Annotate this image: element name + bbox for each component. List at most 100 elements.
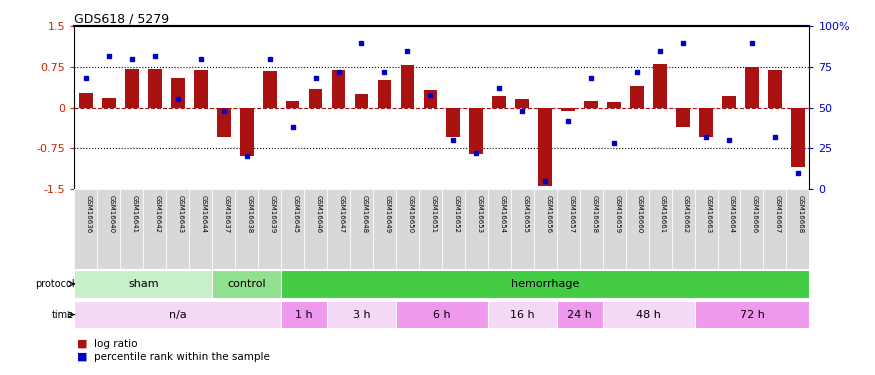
Bar — [740, 189, 763, 268]
Text: GSM16667: GSM16667 — [775, 195, 780, 234]
Text: GSM16644: GSM16644 — [200, 195, 206, 233]
Text: GSM16651: GSM16651 — [430, 195, 437, 234]
Text: GSM16648: GSM16648 — [361, 195, 368, 234]
Text: GSM16658: GSM16658 — [592, 195, 597, 234]
Bar — [603, 301, 695, 328]
Bar — [538, 108, 552, 186]
Bar — [309, 88, 323, 108]
Text: GSM16649: GSM16649 — [384, 195, 390, 234]
Bar — [630, 86, 644, 108]
Bar — [626, 189, 648, 268]
Bar — [648, 189, 672, 268]
Text: sham: sham — [128, 279, 158, 289]
Bar — [746, 67, 759, 108]
Bar — [171, 78, 185, 108]
Text: GSM16643: GSM16643 — [178, 195, 184, 234]
Text: GSM16652: GSM16652 — [453, 195, 459, 233]
Text: 72 h: 72 h — [739, 310, 765, 320]
Text: GSM16660: GSM16660 — [637, 195, 643, 234]
Bar — [378, 81, 391, 108]
Text: GSM16653: GSM16653 — [476, 195, 482, 234]
Bar — [194, 70, 207, 108]
Bar — [350, 189, 373, 268]
Bar — [695, 189, 717, 268]
Bar — [79, 93, 93, 108]
Bar — [396, 189, 419, 268]
Bar — [354, 94, 368, 108]
Text: GSM16659: GSM16659 — [614, 195, 620, 234]
Bar — [74, 270, 213, 298]
Bar — [556, 301, 603, 328]
Text: GSM16640: GSM16640 — [108, 195, 115, 234]
Bar — [327, 301, 396, 328]
Bar — [465, 189, 488, 268]
Text: 16 h: 16 h — [510, 310, 535, 320]
Bar — [373, 189, 396, 268]
Bar — [144, 189, 166, 268]
Bar — [281, 301, 327, 328]
Text: GSM16636: GSM16636 — [86, 195, 92, 234]
Bar — [556, 189, 580, 268]
Bar — [470, 108, 483, 154]
Bar — [258, 189, 281, 268]
Bar — [763, 189, 787, 268]
Bar — [768, 70, 782, 108]
Bar — [580, 189, 603, 268]
Text: GSM16647: GSM16647 — [339, 195, 345, 234]
Text: GSM16650: GSM16650 — [408, 195, 413, 234]
Bar — [442, 189, 465, 268]
Bar — [74, 301, 281, 328]
Bar — [121, 189, 144, 268]
Bar — [240, 108, 254, 156]
Text: GSM16639: GSM16639 — [270, 195, 276, 234]
Text: GSM16645: GSM16645 — [292, 195, 298, 233]
Bar — [281, 189, 304, 268]
Bar — [787, 189, 809, 268]
Text: ■: ■ — [77, 352, 88, 362]
Text: GSM16646: GSM16646 — [316, 195, 321, 234]
Bar — [304, 189, 327, 268]
Text: GSM16668: GSM16668 — [798, 195, 804, 234]
Bar — [446, 108, 460, 138]
Bar — [424, 90, 438, 108]
Bar — [603, 189, 626, 268]
Bar — [511, 189, 534, 268]
Bar — [332, 70, 346, 108]
Bar — [607, 102, 621, 108]
Text: GSM16655: GSM16655 — [522, 195, 528, 233]
Bar — [401, 65, 415, 108]
Bar — [534, 189, 556, 268]
Text: time: time — [52, 310, 74, 320]
Text: 24 h: 24 h — [567, 310, 592, 320]
Bar — [213, 189, 235, 268]
Text: log ratio: log ratio — [94, 339, 138, 349]
Bar — [676, 108, 690, 127]
Bar — [213, 270, 281, 298]
Bar — [791, 108, 805, 167]
Text: GSM16662: GSM16662 — [683, 195, 689, 234]
Bar — [74, 189, 97, 268]
Bar — [695, 301, 809, 328]
Bar — [722, 96, 736, 108]
Bar — [699, 108, 713, 138]
Bar — [148, 69, 162, 108]
Bar — [488, 301, 556, 328]
Text: n/a: n/a — [169, 310, 186, 320]
Bar — [189, 189, 213, 268]
Text: protocol: protocol — [35, 279, 74, 289]
Bar — [97, 189, 121, 268]
Text: control: control — [228, 279, 266, 289]
Text: GSM16637: GSM16637 — [224, 195, 229, 234]
Text: 6 h: 6 h — [433, 310, 451, 320]
Bar — [396, 301, 488, 328]
Bar — [125, 69, 138, 108]
Bar — [672, 189, 695, 268]
Text: GSM16657: GSM16657 — [568, 195, 574, 234]
Bar — [285, 101, 299, 108]
Bar — [281, 270, 809, 298]
Text: GDS618 / 5279: GDS618 / 5279 — [74, 12, 170, 25]
Text: ■: ■ — [77, 339, 88, 349]
Bar — [217, 108, 231, 138]
Bar — [584, 101, 598, 108]
Text: GSM16642: GSM16642 — [155, 195, 161, 233]
